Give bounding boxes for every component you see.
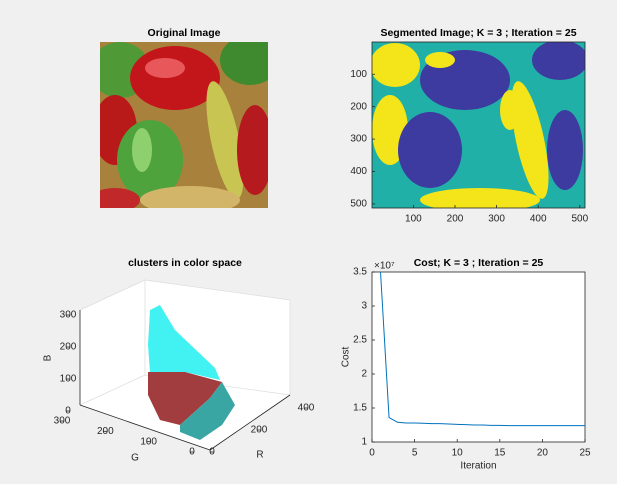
chart-title: Original Image (148, 27, 221, 39)
y-tick-label: 3.5 (353, 267, 367, 278)
y-axis-label: G (131, 453, 139, 464)
exponent-label: ×10⁷ (374, 261, 395, 272)
x-tick-label: 500 (571, 214, 588, 225)
y-tick-label: 400 (350, 166, 367, 177)
y-tick-label: 100 (140, 436, 157, 447)
y-tick-label: 2.5 (353, 335, 367, 346)
chart-title: Segmented Image; K = 3 ; Iteration = 25 (380, 27, 576, 39)
x-tick-label: 25 (579, 448, 591, 459)
y-axis-label: Cost (341, 346, 352, 367)
z-tick-label: 200 (60, 342, 77, 353)
x-tick-label: 0 (209, 447, 215, 458)
figure: Original Image10020030040050010020030040… (0, 0, 617, 484)
x-tick-label: 20 (537, 448, 549, 459)
x-tick-label: 300 (488, 214, 505, 225)
z-tick-label: 100 (60, 374, 77, 385)
x-tick-label: 5 (412, 448, 418, 459)
chart-title: Cost; K = 3 ; Iteration = 25 (414, 257, 544, 269)
y-tick-label: 0 (189, 447, 195, 458)
y-tick-label: 3 (361, 301, 367, 312)
x-tick-label: 100 (405, 214, 422, 225)
x-tick-label: 15 (494, 448, 506, 459)
original-image (90, 35, 280, 214)
y-tick-label: 1.5 (353, 403, 367, 414)
z-tick-label: 300 (60, 310, 77, 321)
y-tick-label: 2 (361, 369, 367, 380)
z-axis-label: B (43, 354, 54, 361)
y-tick-label: 200 (350, 101, 367, 112)
x-tick-label: 200 (447, 214, 464, 225)
y-tick-label: 300 (350, 134, 367, 145)
x-tick-label: 10 (452, 448, 464, 459)
x-tick-label: 0 (369, 448, 375, 459)
y-tick-label: 100 (350, 69, 367, 80)
y-tick-label: 500 (350, 199, 367, 210)
segmented-image (370, 40, 588, 212)
plot-area (372, 272, 585, 442)
x-tick-label: 400 (530, 214, 547, 225)
x-tick-label: 400 (298, 403, 315, 414)
chart-title: clusters in color space (128, 257, 242, 269)
y-tick-label: 300 (54, 416, 71, 427)
y-tick-label: 1 (361, 437, 367, 448)
x-axis-label: Iteration (460, 461, 496, 472)
y-tick-label: 200 (97, 426, 114, 437)
x-axis-label: R (256, 450, 263, 461)
x-tick-label: 200 (251, 425, 268, 436)
